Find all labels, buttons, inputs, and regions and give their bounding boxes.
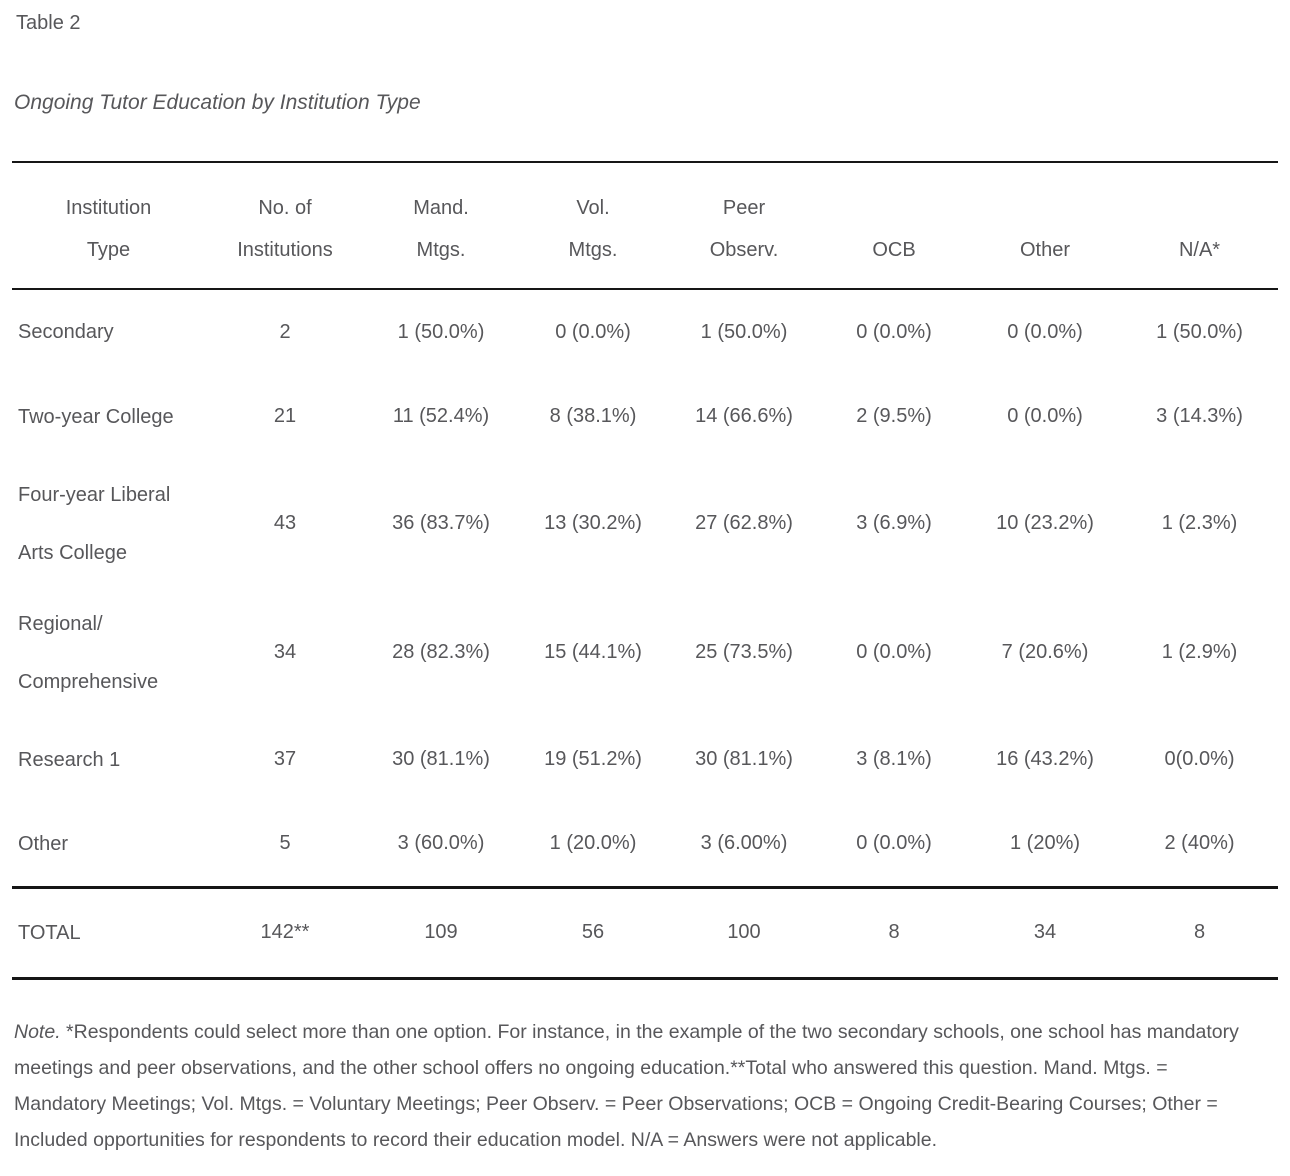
cell-value: 0 (0.0%)	[1007, 320, 1083, 343]
row-label: Research 1	[18, 748, 121, 771]
header-row: Institution Type No. of Institutions Man…	[12, 162, 1278, 290]
column-header-ocb: OCB	[819, 162, 969, 290]
column-header-mand-mtgs: Mand. Mtgs.	[365, 162, 517, 290]
data-table: Institution Type No. of Institutions Man…	[12, 161, 1278, 980]
cell-value: 0 (0.0%)	[856, 832, 932, 855]
column-header-no-of-institutions: No. of Institutions	[205, 162, 365, 290]
cell-value: 8 (38.1%)	[549, 405, 637, 427]
cell-value: 2	[279, 320, 291, 343]
cell-value: 1 (2.3%)	[1161, 512, 1238, 534]
cell-value: 13 (30.2%)	[544, 512, 642, 534]
table-label: Table 2	[16, 12, 81, 34]
cell-value: 30 (81.1%)	[695, 748, 793, 770]
table-row-total: TOTAL 142** 109 56 100 8 34 8	[12, 885, 1278, 978]
cell-value: 11 (52.4%)	[392, 405, 490, 427]
cell-total: 34	[969, 885, 1121, 978]
table-title: Ongoing Tutor Education by Institution T…	[14, 91, 421, 114]
cell-total: 8	[819, 885, 969, 978]
cell-value: 5	[279, 832, 291, 855]
cell-value: 19 (51.2%)	[544, 748, 642, 770]
column-header-vol-mtgs: Vol. Mtgs.	[517, 162, 669, 290]
cell-value: 37	[273, 748, 297, 770]
cell-total: 56	[517, 885, 669, 978]
cell-total: 142**	[205, 885, 365, 978]
table-row-regional-comprehensive: Regional/ Comprehensive 34 28 (82.3%) 15…	[12, 588, 1278, 717]
row-label: Secondary	[18, 321, 114, 343]
cell-value: 28 (82.3%)	[392, 641, 490, 663]
cell-value: 3 (6.9%)	[856, 512, 932, 534]
cell-value: 27 (62.8%)	[695, 512, 793, 534]
table-row-secondary: Secondary 2 1 (50.0%) 0 (0.0%) 1 (50.0%)…	[12, 289, 1278, 374]
cell-value: 14 (66.6%)	[695, 405, 793, 427]
table-note: Note. *Respondents could select more tha…	[12, 1014, 1278, 1158]
cell-value: 34	[273, 641, 297, 663]
cell-value: 3 (8.1%)	[856, 748, 932, 770]
cell-value: 3 (14.3%)	[1156, 405, 1243, 427]
row-label: Other	[18, 832, 69, 855]
cell-value: 2 (9.5%)	[856, 405, 932, 427]
note-text: *Respondents could select more than one …	[14, 1020, 1239, 1151]
cell-value: 43	[273, 512, 297, 534]
row-label: Regional/ Comprehensive	[18, 612, 159, 693]
column-header-peer-observ: Peer Observ.	[669, 162, 819, 290]
table-row-two-year-college: Two-year College 21 11 (52.4%) 8 (38.1%)…	[12, 374, 1278, 459]
cell-value: 7 (20.6%)	[1001, 641, 1089, 663]
cell-value: 25 (73.5%)	[695, 641, 793, 663]
cell-value: 10 (23.2%)	[996, 512, 1094, 534]
cell-value: 1 (50.0%)	[1156, 320, 1243, 343]
table-body: Secondary 2 1 (50.0%) 0 (0.0%) 1 (50.0%)…	[12, 289, 1278, 978]
row-label-total: TOTAL	[12, 885, 205, 978]
cell-value: 0 (0.0%)	[856, 641, 932, 663]
cell-value: 1 (2.9%)	[1161, 641, 1238, 663]
row-label: Two-year College	[18, 405, 174, 428]
cell-total: 8	[1121, 885, 1278, 978]
cell-value: 3 (6.00%)	[700, 832, 788, 855]
table-row-four-year-liberal-arts: Four-year Liberal Arts College 43 36 (83…	[12, 459, 1278, 588]
cell-value: 21	[273, 405, 297, 427]
cell-value: 0 (0.0%)	[1007, 405, 1083, 427]
cell-value: 15 (44.1%)	[544, 641, 642, 663]
column-header-other: Other	[969, 162, 1121, 290]
cell-value: 30 (81.1%)	[392, 748, 490, 770]
table-row-other: Other 5 3 (60.0%) 1 (20.0%) 3 (6.00%) 0 …	[12, 802, 1278, 887]
cell-value: 2 (40%)	[1164, 832, 1235, 855]
cell-value: 3 (60.0%)	[397, 832, 485, 855]
table-row-research-1: Research 1 37 30 (81.1%) 19 (51.2%) 30 (…	[12, 717, 1278, 802]
cell-value: 1 (50.0%)	[397, 320, 485, 343]
note-label: Note.	[14, 1020, 61, 1043]
cell-value: 1 (20%)	[1009, 832, 1081, 855]
column-header-na: N/A*	[1121, 162, 1278, 290]
cell-value: 0 (0.0%)	[555, 320, 631, 343]
cell-value: 16 (43.2%)	[996, 748, 1094, 770]
table-header: Institution Type No. of Institutions Man…	[12, 162, 1278, 290]
cell-value: 1 (20.0%)	[549, 832, 637, 855]
cell-total: 109	[365, 885, 517, 978]
cell-value: 1 (50.0%)	[700, 320, 788, 343]
cell-value: 0(0.0%)	[1164, 748, 1235, 770]
column-header-institution-type: Institution Type	[12, 162, 205, 290]
cell-value: 0 (0.0%)	[856, 320, 932, 343]
cell-value: 36 (83.7%)	[392, 512, 490, 534]
row-label: Four-year Liberal Arts College	[18, 483, 171, 564]
cell-total: 100	[669, 885, 819, 978]
